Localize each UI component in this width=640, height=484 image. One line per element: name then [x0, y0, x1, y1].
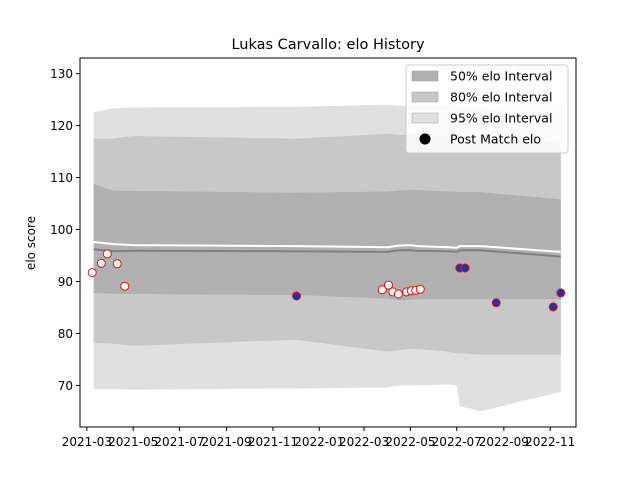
y-tick-label: 70	[58, 379, 73, 393]
x-tick-label: 2021-05	[108, 435, 158, 449]
plot-frame	[79, 57, 577, 428]
legend: 50% elo Interval 80% elo Interval 95% elo …	[405, 64, 569, 154]
median-line	[93, 241, 561, 253]
x-tick-label: 2021-07	[154, 435, 204, 449]
legend-label: 95% elo Interval	[450, 111, 552, 126]
legend-marker	[419, 133, 431, 145]
y-tick-label: 100	[50, 223, 73, 237]
x-tick-label: 2021-09	[202, 435, 252, 449]
band-50	[93, 184, 561, 301]
legend-swatch	[411, 70, 439, 82]
x-tick-label: 2022-11	[525, 435, 575, 449]
data-point	[292, 291, 301, 301]
x-tick-label: 2022-07	[432, 435, 482, 449]
data-point	[415, 284, 425, 294]
x-tick-label: 2022-01	[294, 435, 344, 449]
chart-title: Lukas Carvallo: elo History	[231, 37, 424, 53]
data-point	[96, 258, 106, 268]
data-point	[102, 249, 112, 259]
y-tick-label: 90	[58, 275, 73, 289]
data-point	[112, 259, 122, 269]
x-tick-label: 2022-03	[339, 435, 389, 449]
interval-bands	[93, 104, 561, 412]
data-point	[491, 298, 501, 308]
data-point	[120, 281, 130, 291]
y-axis-label: elo score	[24, 216, 38, 270]
legend-label: 80% elo Interval	[450, 90, 552, 105]
data-point	[383, 280, 393, 290]
data-point	[87, 268, 97, 278]
data-point	[393, 289, 403, 299]
y-tick-label: 120	[50, 119, 73, 133]
axes: 7080901001101201302021-032021-052021-072…	[50, 57, 577, 449]
legend-box	[405, 64, 569, 154]
x-tick-label: 2022-09	[479, 435, 529, 449]
legend-label: 50% elo Interval	[450, 69, 552, 84]
post-match-points	[87, 249, 566, 312]
mean-line	[93, 248, 561, 258]
legend-swatch	[411, 91, 439, 103]
y-tick-label: 110	[50, 171, 73, 185]
y-tick-label: 130	[50, 67, 73, 81]
data-point	[460, 263, 470, 273]
legend-label: Post Match elo	[450, 132, 541, 147]
y-tick-label: 80	[58, 327, 73, 341]
x-tick-label: 2021-11	[248, 435, 298, 449]
data-point	[556, 288, 566, 298]
data-point	[548, 302, 558, 312]
legend-swatch	[411, 112, 439, 124]
x-tick-label: 2022-05	[385, 435, 435, 449]
data-point	[377, 285, 387, 295]
trend-lines	[93, 241, 561, 258]
x-tick-label: 2021-03	[62, 435, 112, 449]
